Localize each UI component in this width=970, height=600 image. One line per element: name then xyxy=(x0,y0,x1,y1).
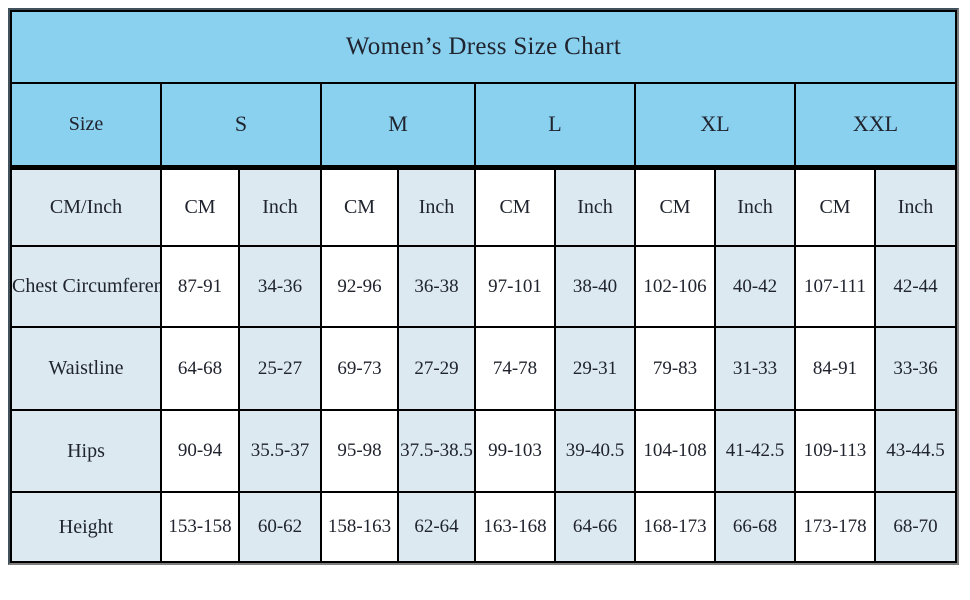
value-cell: 158-163 xyxy=(320,491,399,563)
value-cell: 41-42.5 xyxy=(714,409,796,493)
size-header-l: L xyxy=(474,82,636,170)
row-label-waistline: Waistline xyxy=(10,326,162,411)
unit-cell: Inch xyxy=(397,166,476,247)
value-cell: 38-40 xyxy=(554,245,636,328)
table-row-waistline: Waistline 64-68 25-27 69-73 27-29 74-78 … xyxy=(10,326,958,411)
title-row: Women’s Dress Size Chart xyxy=(9,10,958,84)
value-cell: 74-78 xyxy=(474,326,556,411)
size-header-m: M xyxy=(320,82,476,170)
size-chart-table: Women’s Dress Size Chart Size S M L XL X… xyxy=(8,8,960,565)
value-cell: 29-31 xyxy=(554,326,636,411)
chart-title: Women’s Dress Size Chart xyxy=(9,10,958,84)
value-cell: 99-103 xyxy=(474,409,556,493)
size-header-row: Size S M L XL XXL xyxy=(10,82,958,170)
value-cell: 168-173 xyxy=(634,491,716,563)
value-cell: 79-83 xyxy=(634,326,716,411)
corner-size-label: Size xyxy=(10,82,162,170)
value-cell: 90-94 xyxy=(160,409,240,493)
value-cell: 173-178 xyxy=(794,491,876,563)
unit-cell: CM xyxy=(160,166,240,247)
table-row-chest: Chest Circumference 87-91 34-36 92-96 36… xyxy=(10,245,958,328)
table-row-height: Height 153-158 60-62 158-163 62-64 163-1… xyxy=(10,491,958,563)
value-cell: 27-29 xyxy=(397,326,476,411)
size-header-s: S xyxy=(160,82,322,170)
value-cell: 102-106 xyxy=(634,245,716,328)
value-cell: 163-168 xyxy=(474,491,556,563)
table-row-hips: Hips 90-94 35.5-37 95-98 37.5-38.5 99-10… xyxy=(10,409,958,493)
value-cell: 43-44.5 xyxy=(873,409,958,493)
row-label-height: Height xyxy=(10,491,162,563)
value-cell: 34-36 xyxy=(238,245,322,328)
unit-cell: Inch xyxy=(873,166,958,247)
value-cell: 60-62 xyxy=(238,491,322,563)
unit-cell: CM xyxy=(474,166,556,247)
value-cell: 40-42 xyxy=(714,245,796,328)
unit-header-row: CM/Inch CM Inch CM Inch CM Inch CM Inch … xyxy=(10,166,958,247)
value-cell: 33-36 xyxy=(873,326,958,411)
row-label-hips: Hips xyxy=(10,409,162,493)
unit-cell: Inch xyxy=(714,166,796,247)
value-cell: 87-91 xyxy=(160,245,240,328)
size-header-xxl: XXL xyxy=(793,82,958,170)
unit-cell: Inch xyxy=(554,166,636,247)
value-cell: 62-64 xyxy=(397,491,476,563)
value-cell: 68-70 xyxy=(873,491,958,563)
value-cell: 36-38 xyxy=(397,245,476,328)
row-label-chest: Chest Circumference xyxy=(10,245,162,328)
value-cell: 64-66 xyxy=(554,491,636,563)
value-cell: 42-44 xyxy=(873,245,958,328)
value-cell: 95-98 xyxy=(320,409,399,493)
value-cell: 97-101 xyxy=(474,245,556,328)
unit-cell: CM xyxy=(794,166,876,247)
value-cell: 39-40.5 xyxy=(554,409,636,493)
size-chart-grid: Women’s Dress Size Chart Size S M L XL X… xyxy=(9,10,958,563)
value-cell: 25-27 xyxy=(238,326,322,411)
value-cell: 92-96 xyxy=(320,245,399,328)
size-header-xl: XL xyxy=(634,82,796,170)
unit-cell: CM xyxy=(320,166,399,247)
unit-cell: CM xyxy=(634,166,716,247)
value-cell: 104-108 xyxy=(634,409,716,493)
value-cell: 66-68 xyxy=(714,491,796,563)
unit-cell: Inch xyxy=(238,166,322,247)
value-cell: 64-68 xyxy=(160,326,240,411)
value-cell: 69-73 xyxy=(320,326,399,411)
value-cell: 31-33 xyxy=(714,326,796,411)
value-cell: 35.5-37 xyxy=(238,409,322,493)
unit-row-label: CM/Inch xyxy=(10,166,162,247)
value-cell: 84-91 xyxy=(794,326,876,411)
value-cell: 153-158 xyxy=(160,491,240,563)
value-cell: 107-111 xyxy=(794,245,876,328)
value-cell: 37.5-38.5 xyxy=(397,409,476,493)
value-cell: 109-113 xyxy=(794,409,876,493)
